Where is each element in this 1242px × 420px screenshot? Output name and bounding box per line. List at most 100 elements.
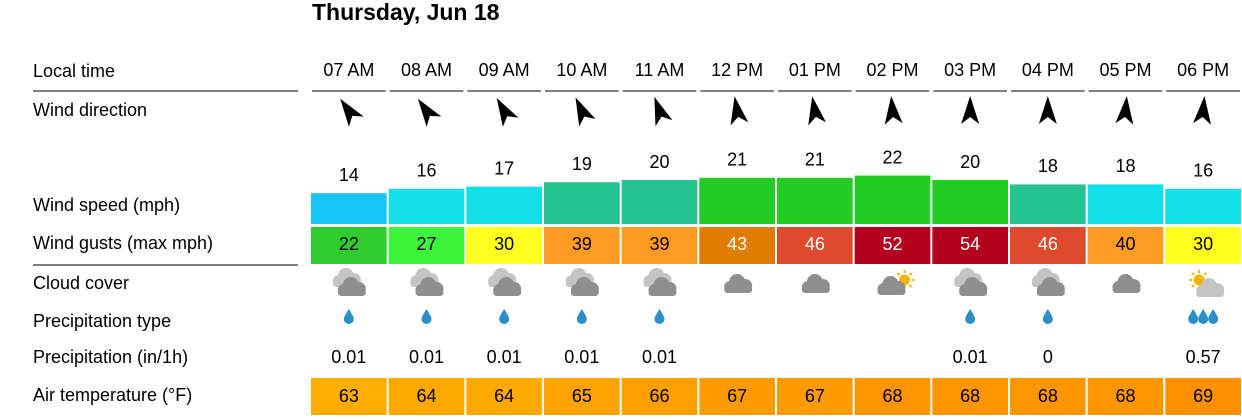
wind-speed-value: 20 <box>960 152 980 172</box>
temp-cell <box>388 378 465 415</box>
temp-cell <box>621 378 698 415</box>
gust-cell <box>1087 227 1164 264</box>
precip-value: 0.01 <box>409 347 444 367</box>
wind-speed-value: 16 <box>416 161 436 181</box>
cloud-icon <box>565 268 599 296</box>
gust-cell <box>777 227 853 264</box>
cloud-part <box>648 289 677 296</box>
rain-drop <box>1208 309 1219 324</box>
wind-speed-bar <box>621 180 698 224</box>
wind-speed-value: 18 <box>1038 156 1058 176</box>
cloud-part <box>801 286 830 293</box>
cloud-icon <box>643 268 677 296</box>
wind-speed-bar <box>311 193 387 224</box>
temp-value: 67 <box>727 386 747 406</box>
cloud-icon <box>332 268 366 296</box>
precip-value: 0.57 <box>1186 347 1221 367</box>
sun-ray <box>908 272 913 276</box>
row-label: Wind direction <box>33 100 147 120</box>
wind-arrow <box>808 96 826 126</box>
cloud-part <box>337 289 366 296</box>
temp-cell <box>932 378 1008 415</box>
wind-speed-bar <box>932 180 1008 224</box>
wind-speed-value: 19 <box>572 154 592 174</box>
wind-speed-bar <box>544 182 620 224</box>
wind-speed-bar <box>854 175 931 224</box>
row-label: Precipitation (in/1h) <box>33 347 188 367</box>
wind-speed-value: 17 <box>494 158 514 178</box>
wind-speed-value: 21 <box>727 150 747 170</box>
cloud-part <box>959 289 988 296</box>
temp-value: 66 <box>649 386 669 406</box>
wind-arrow <box>417 98 442 127</box>
gust-cell <box>1165 227 1241 264</box>
wind-speed-bar <box>466 186 542 224</box>
gust-cell <box>388 227 465 264</box>
wind-speed-bar <box>1010 184 1086 224</box>
temp-cell <box>777 378 853 415</box>
gust-cell <box>854 227 931 264</box>
wind-speed-bar <box>777 177 853 224</box>
gust-value: 43 <box>727 234 747 254</box>
row-label: Precipitation type <box>33 311 171 331</box>
rain-drop <box>1042 309 1053 324</box>
temp-value: 65 <box>572 386 592 406</box>
gust-value: 52 <box>882 234 902 254</box>
row-label: Local time <box>33 61 115 81</box>
day-title: Thursday, Jun 18 <box>312 0 500 25</box>
time-label: 09 AM <box>479 60 530 80</box>
gust-value: 46 <box>805 234 825 254</box>
gust-value: 39 <box>649 234 669 254</box>
cloud-icon <box>1189 270 1225 297</box>
wind-speed-bar <box>699 177 775 224</box>
wind-arrow <box>1038 96 1057 124</box>
gust-value: 46 <box>1038 234 1058 254</box>
time-label: 04 PM <box>1022 60 1074 80</box>
wind-arrow <box>496 98 519 127</box>
temp-cell <box>544 378 620 415</box>
wind-speed-value: 16 <box>1193 161 1213 181</box>
cloud-icon <box>954 268 988 296</box>
gust-cell <box>311 227 387 264</box>
rain-drop <box>654 309 665 324</box>
rain-drop <box>965 309 976 324</box>
temp-value: 63 <box>339 386 359 406</box>
temp-cell <box>1087 378 1164 415</box>
time-label: 08 AM <box>401 60 452 80</box>
gust-value: 30 <box>494 234 514 254</box>
gust-value: 54 <box>960 234 980 254</box>
time-label: 05 PM <box>1099 60 1151 80</box>
precip-value: 0.01 <box>642 347 677 367</box>
wind-speed-value: 14 <box>339 165 359 185</box>
sun-ray <box>1191 284 1195 288</box>
wind-speed-bar <box>1087 184 1164 224</box>
wind-arrow <box>340 98 364 127</box>
gust-cell <box>1010 227 1086 264</box>
row-label: Wind gusts (max mph) <box>33 233 213 253</box>
cloud-part <box>493 289 522 296</box>
cloud-part <box>570 289 599 296</box>
precip-value: 0.01 <box>487 347 522 367</box>
sun-ray <box>1203 272 1207 276</box>
rain-drop <box>421 309 432 324</box>
rain-drop <box>1188 309 1199 324</box>
time-label: 10 AM <box>556 60 607 80</box>
gust-value: 22 <box>339 234 359 254</box>
time-label: 07 AM <box>323 60 374 80</box>
cloud-part <box>1112 286 1141 293</box>
wind-arrow <box>961 96 980 124</box>
precip-value: 0.01 <box>564 347 599 367</box>
cloud-icon <box>877 270 915 295</box>
temp-cell <box>1165 378 1241 415</box>
time-label: 02 PM <box>866 60 918 80</box>
wind-arrow <box>654 96 673 127</box>
wind-arrow <box>1115 96 1134 125</box>
temp-value: 67 <box>805 386 825 406</box>
time-label: 03 PM <box>944 60 996 80</box>
cloud-icon <box>1112 274 1141 293</box>
gust-cell <box>544 227 620 264</box>
precip-value: 0.01 <box>953 347 988 367</box>
temp-value: 64 <box>494 386 514 406</box>
wind-speed-value: 21 <box>805 150 825 170</box>
row-label: Air temperature (°F) <box>33 385 192 405</box>
